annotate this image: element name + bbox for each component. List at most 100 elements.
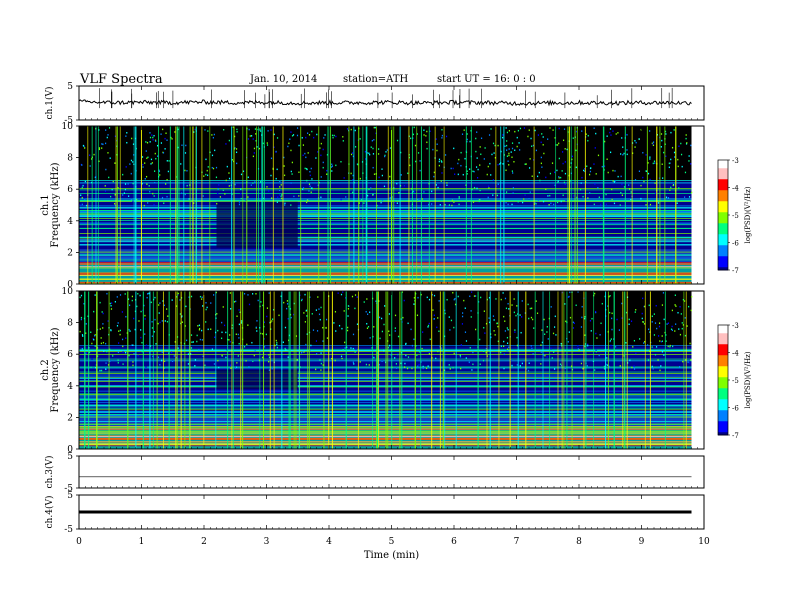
colorbar-segment: [718, 369, 728, 373]
spectrogram-noise: [312, 329, 315, 331]
spectrogram-noise: [556, 201, 559, 204]
spectrogram-noise: [260, 332, 262, 335]
spectrogram-noise: [688, 196, 691, 198]
colorbar-segment: [718, 344, 728, 348]
spectrogram-noise: [156, 144, 159, 147]
spectrogram-noise: [437, 186, 439, 189]
spectrogram-sferic: [387, 291, 389, 449]
spectrogram-sferic: [257, 126, 259, 284]
spectrogram-noise: [610, 134, 612, 136]
spectrogram-noise: [308, 134, 311, 136]
spectrogram-noise: [94, 294, 96, 296]
spectrogram-noise: [230, 367, 232, 369]
spectrogram-noise: [225, 356, 227, 359]
spectrogram-line: [79, 213, 692, 214]
spectrogram-noise: [671, 309, 673, 312]
spectrogram-sferic: [263, 291, 265, 449]
spectrogram-noise: [366, 322, 368, 325]
spectrogram-noise: [553, 351, 555, 353]
spectrogram-noise: [255, 293, 257, 295]
spectrogram-noise: [313, 136, 315, 139]
spectrogram-noise: [541, 341, 543, 344]
spectrogram-noise: [190, 334, 193, 336]
spectrogram-noise: [677, 311, 679, 314]
spectrogram-noise: [633, 339, 636, 342]
spectrogram-noise: [530, 345, 532, 347]
spectrogram-noise: [533, 327, 535, 329]
spectrogram-noise: [505, 127, 507, 129]
spectrogram-noise: [571, 155, 573, 158]
spectrogram-noise: [606, 158, 608, 160]
spectrogram-noise: [504, 330, 506, 332]
spectrogram-noise: [459, 355, 462, 358]
spectrogram-noise: [547, 195, 549, 197]
spectrogram-noise: [507, 160, 509, 162]
spectrogram-noise: [190, 204, 192, 207]
spectrogram-sferic: [656, 126, 658, 284]
spectrogram-noise: [508, 346, 510, 349]
spectrogram-noise: [160, 133, 162, 135]
spectrogram-noise: [580, 182, 582, 184]
spectrogram-noise: [575, 149, 577, 152]
spectrogram-noise: [291, 135, 294, 137]
spectrogram-noise: [283, 181, 285, 183]
colorbar-segment: [718, 336, 728, 340]
spectrogram-noise: [497, 325, 499, 328]
spectrogram-noise: [141, 182, 143, 185]
spectrogram-noise: [298, 144, 300, 147]
spectrogram-line: [79, 410, 692, 412]
spectrogram-noise: [265, 333, 267, 336]
spectrogram-noise: [554, 171, 556, 174]
spectrogram-noise: [91, 358, 93, 360]
spectrogram-noise: [611, 188, 613, 191]
spectrogram-noise: [153, 134, 155, 137]
spectrogram-noise: [675, 323, 677, 325]
spectrogram-noise: [122, 194, 124, 196]
spectrogram-noise: [106, 350, 108, 353]
spectrogram-noise: [685, 137, 687, 140]
spectrogram-noise: [555, 144, 557, 146]
spectrogram-noise: [681, 327, 683, 330]
spectrogram-noise: [319, 147, 321, 149]
spectrogram-noise: [283, 174, 286, 177]
spectrogram-noise: [643, 323, 646, 325]
spectrogram-noise: [451, 199, 454, 202]
spectrogram-noise: [311, 313, 313, 315]
spectrogram-sferic: [192, 126, 194, 284]
colorbar-segment: [718, 256, 728, 260]
spectrogram-noise: [647, 162, 649, 164]
spectrogram-noise: [155, 140, 157, 142]
spectrogram-line: [79, 407, 692, 409]
spectrogram-noise: [190, 347, 193, 349]
spectrogram-noise: [633, 368, 636, 370]
spectrogram-noise: [454, 173, 456, 175]
y-axis-label: ch.4(V): [44, 496, 55, 529]
colorbar-segment: [718, 250, 728, 254]
spectrogram-noise: [268, 369, 270, 371]
spectrogram-noise: [502, 134, 504, 136]
spectrogram-noise: [542, 200, 545, 203]
spectrogram-noise: [586, 165, 588, 168]
spectrogram-noise: [530, 137, 532, 140]
spectrogram-noise: [325, 318, 328, 321]
spectrogram-noise: [642, 321, 644, 323]
spectrogram-sferic: [584, 126, 586, 284]
colorbar-segment: [718, 206, 728, 210]
spectrogram-noise: [521, 201, 524, 204]
spectrogram-noise: [425, 367, 428, 370]
spectrogram-noise: [354, 294, 357, 296]
spectrogram-noise: [584, 334, 586, 336]
spectrogram-noise: [411, 344, 414, 347]
spectrogram-line: [79, 412, 692, 414]
spectrogram-noise: [582, 367, 584, 370]
spectrogram-sferic: [576, 126, 578, 284]
spectrogram-noise: [256, 330, 258, 332]
spectrogram-noise: [675, 305, 677, 308]
spectrogram-noise: [117, 359, 119, 362]
spectrogram-noise: [683, 300, 686, 302]
spectrogram-noise: [259, 129, 261, 131]
spectrogram-noise: [286, 307, 288, 310]
spectrogram-noise: [116, 325, 119, 327]
spectrogram-noise: [158, 170, 161, 173]
